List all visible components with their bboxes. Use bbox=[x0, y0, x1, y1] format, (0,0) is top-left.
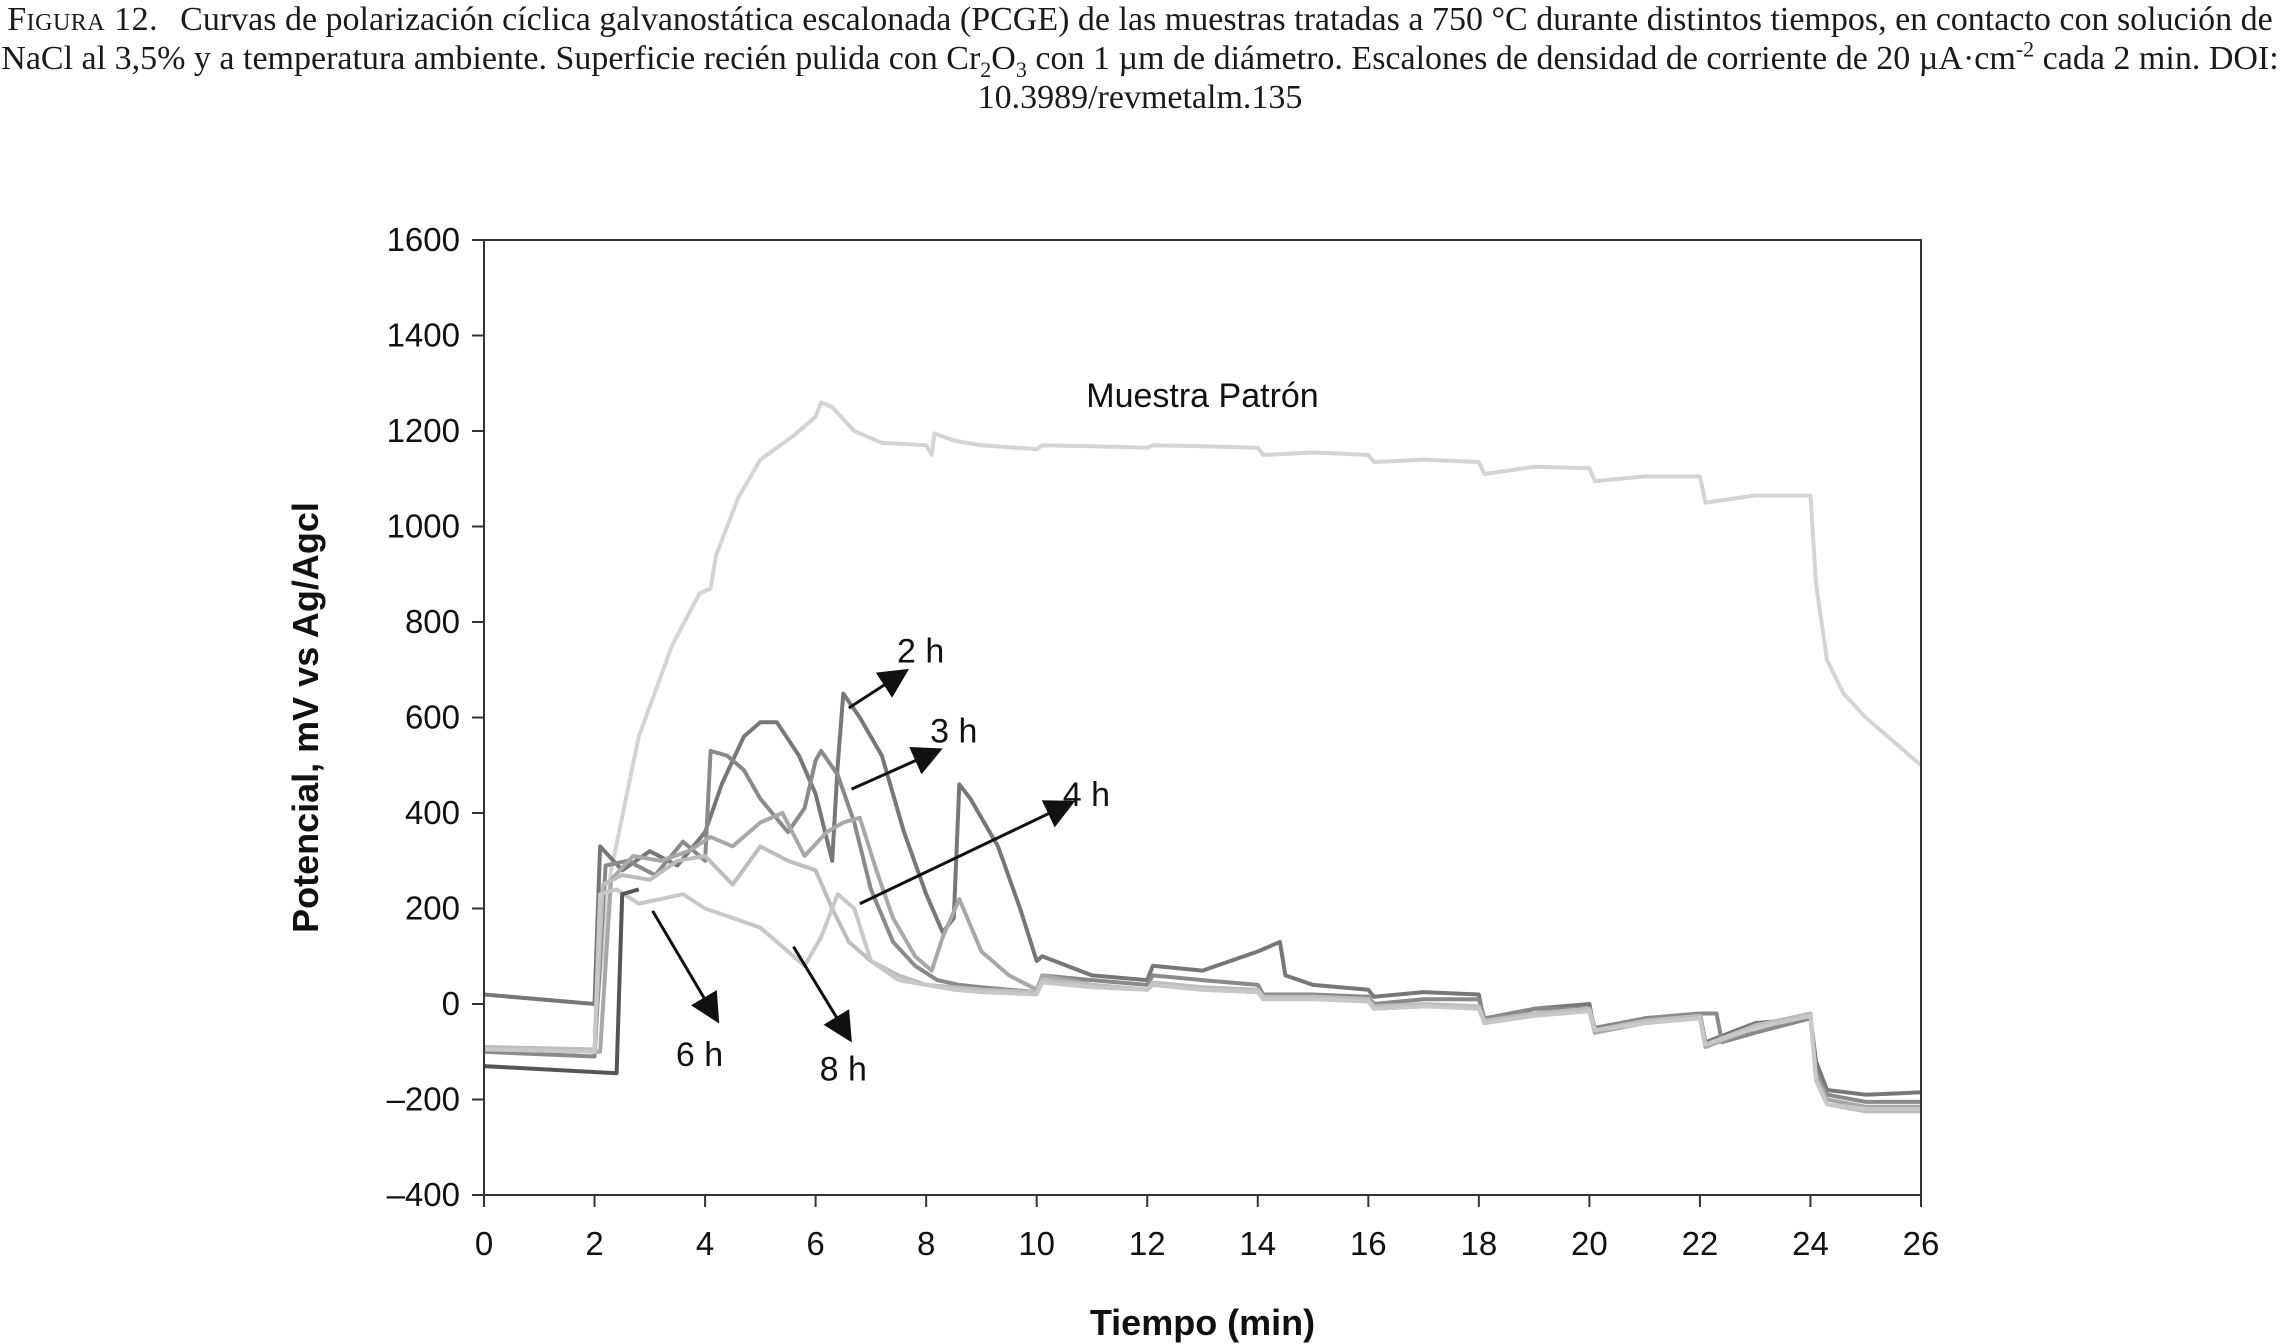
y-tick-label: –200 bbox=[387, 1081, 460, 1118]
caption-sup-1: -2 bbox=[2015, 36, 2035, 62]
caption-text-3: con 1 µm de diámetro. Escalones de densi… bbox=[1026, 40, 2016, 77]
y-tick-label: 1000 bbox=[387, 508, 460, 545]
y-tick-label: 0 bbox=[442, 985, 460, 1022]
y-tick-label: 200 bbox=[405, 890, 460, 927]
annotation-label: 6 h bbox=[676, 1036, 723, 1074]
annotation-arrow bbox=[651, 910, 720, 1024]
y-axis-title: Potencial, mV vs Ag/Agcl bbox=[285, 502, 326, 933]
x-axis-title: Tiempo (min) bbox=[1090, 1302, 1315, 1343]
annotation-layer: Muestra Patrón 2 h 3 h 4 h 6 h 8 h bbox=[651, 377, 1319, 1088]
x-tick-label: 16 bbox=[1350, 1225, 1387, 1262]
series-layer bbox=[483, 400, 1923, 1114]
x-tick-label: 4 bbox=[696, 1225, 714, 1262]
annotation-arrow bbox=[847, 668, 910, 710]
annotation-arrow bbox=[859, 800, 1076, 906]
x-tick-label: 8 bbox=[917, 1225, 935, 1262]
y-tick-label: 400 bbox=[405, 794, 460, 831]
y-tick-label: 1600 bbox=[387, 221, 460, 258]
annotation-arrow bbox=[850, 746, 943, 791]
caption-text-2: O bbox=[991, 40, 1016, 77]
series-line-6 bbox=[483, 887, 640, 1076]
annotation-label: Muestra Patrón bbox=[1086, 377, 1318, 415]
annotation-label: 4 h bbox=[1063, 776, 1110, 814]
x-tick-label: 26 bbox=[1903, 1225, 1940, 1262]
series-line-5 bbox=[483, 887, 1921, 1111]
x-tick-label: 6 bbox=[806, 1225, 824, 1262]
annotation-arrow bbox=[792, 945, 852, 1043]
annotation-label: 3 h bbox=[930, 712, 977, 750]
x-tick-label: 0 bbox=[475, 1225, 493, 1262]
x-tick-label: 18 bbox=[1460, 1225, 1497, 1262]
caption-sub-1: 2 bbox=[980, 56, 992, 82]
y-tick-label: 1400 bbox=[387, 317, 460, 354]
x-tick-label: 24 bbox=[1792, 1225, 1829, 1262]
x-tick-label: 14 bbox=[1239, 1225, 1276, 1262]
x-tick-label: 10 bbox=[1018, 1225, 1055, 1262]
x-tick-label: 2 bbox=[585, 1225, 603, 1262]
series-line-0 bbox=[592, 400, 1923, 1033]
y-tick-label: 800 bbox=[405, 603, 460, 640]
x-tick-label: 12 bbox=[1129, 1225, 1166, 1262]
figure-label: Figura 12. bbox=[7, 1, 159, 38]
y-tick-label: –400 bbox=[387, 1176, 460, 1213]
x-tick-label: 20 bbox=[1571, 1225, 1608, 1262]
caption-text-1: Curvas de polarización cíclica galvanost… bbox=[1, 1, 2273, 77]
caption-sub-2: 3 bbox=[1015, 56, 1027, 82]
figure-caption: Figura 12. Curvas de polarización cíclica… bbox=[0, 0, 2280, 117]
annotation-label: 2 h bbox=[897, 633, 944, 671]
caption-text-4: cada 2 min. DOI: 10.3989/revmetalm.135 bbox=[977, 40, 2279, 116]
y-tick-label: 600 bbox=[405, 699, 460, 736]
y-tick-label: 1200 bbox=[387, 412, 460, 449]
annotation-label: 8 h bbox=[820, 1050, 867, 1088]
x-tick-label: 22 bbox=[1682, 1225, 1719, 1262]
